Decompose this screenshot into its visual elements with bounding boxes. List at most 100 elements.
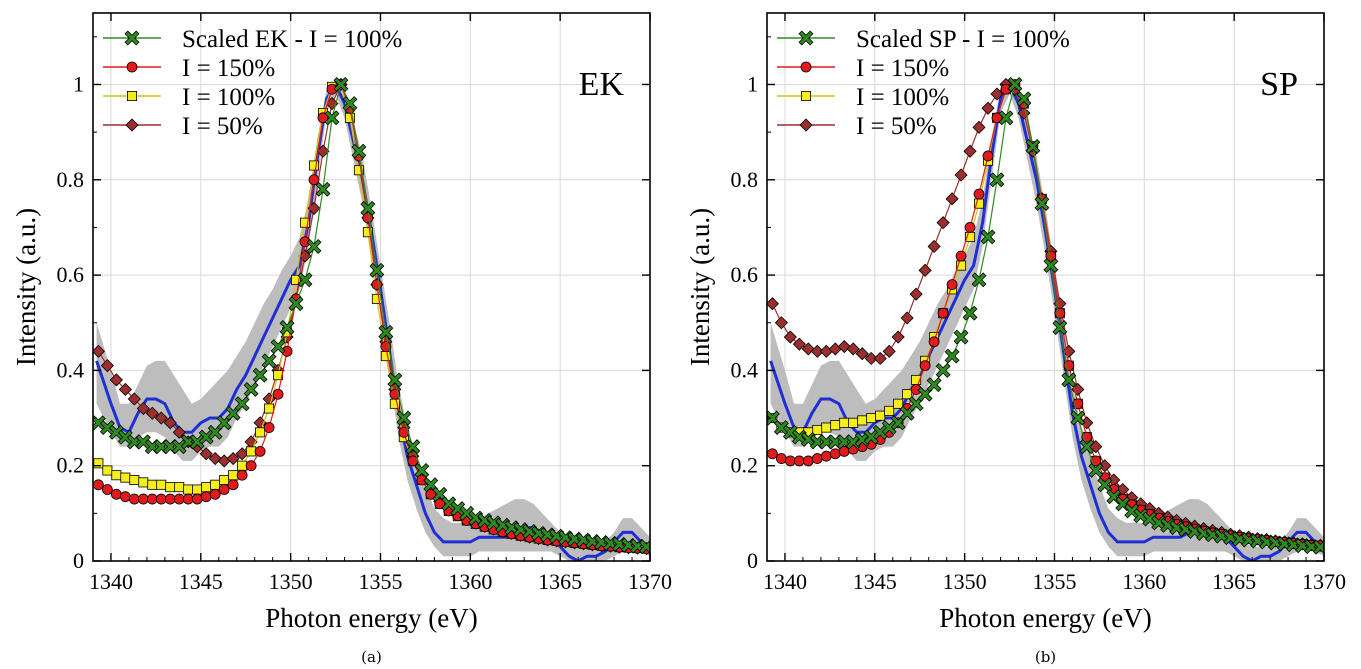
data-point <box>864 351 878 366</box>
data-point <box>936 216 950 230</box>
data-point <box>192 484 203 495</box>
data-point <box>136 401 150 416</box>
data-point <box>93 458 104 469</box>
data-point <box>298 273 312 287</box>
data-point <box>174 482 185 493</box>
y-tick-label: 0.6 <box>731 262 759 287</box>
y-tick-label: 0.2 <box>57 453 85 478</box>
series-line <box>771 83 1321 548</box>
data-point <box>101 484 113 495</box>
plot-frame <box>92 12 651 562</box>
series-2 <box>767 79 1324 551</box>
data-point <box>963 306 977 320</box>
x-tick-label: 1345 <box>853 569 897 594</box>
data-point <box>316 182 330 196</box>
data-point <box>129 474 140 485</box>
series-line <box>771 83 1321 546</box>
data-point <box>289 297 303 310</box>
data-point <box>217 416 231 430</box>
legend-label: I = 50% <box>182 113 263 140</box>
data-point <box>291 274 302 285</box>
series-3 <box>767 77 1324 552</box>
data-point <box>380 351 391 362</box>
series-0 <box>93 77 650 555</box>
data-point <box>388 373 402 387</box>
y-tick-label: 0.8 <box>731 167 759 192</box>
data-point <box>199 447 213 461</box>
y-tick-label: 0.8 <box>57 167 85 192</box>
y-tick-label: 0 <box>73 548 84 573</box>
x-tick-label: 1340 <box>763 569 807 594</box>
data-point <box>999 111 1013 125</box>
data-point <box>981 230 995 244</box>
data-point <box>442 497 456 511</box>
data-point <box>793 455 805 467</box>
data-point <box>774 316 788 330</box>
data-point <box>919 360 931 372</box>
legend-label: I = 50% <box>856 113 937 140</box>
data-point <box>210 479 221 490</box>
data-point <box>181 435 195 449</box>
data-point <box>182 493 194 505</box>
data-point <box>972 273 986 287</box>
data-point <box>218 484 230 495</box>
data-point <box>145 406 159 420</box>
data-point <box>128 493 140 505</box>
y-tick-label: 0.4 <box>731 357 759 382</box>
data-point <box>1071 411 1085 425</box>
data-point <box>991 112 1003 124</box>
experiment-line <box>769 81 1324 561</box>
legend: Scaled EK - I = 100%I = 150%I = 100%I = … <box>103 26 402 140</box>
data-point <box>379 325 393 339</box>
x-tick-label: 1365 <box>538 569 582 594</box>
data-point <box>245 460 257 472</box>
series-1 <box>767 79 1324 552</box>
y-tick-label: 1 <box>747 71 758 96</box>
data-point <box>1035 197 1049 210</box>
data-point <box>272 388 284 400</box>
data-point <box>891 416 905 430</box>
data-point <box>1017 92 1031 106</box>
data-point <box>801 342 815 356</box>
data-point <box>873 426 887 439</box>
data-point <box>317 112 329 124</box>
grid <box>93 13 651 562</box>
data-point <box>217 454 231 468</box>
data-point <box>111 470 122 481</box>
x-tick-label: 1340 <box>89 569 133 594</box>
data-point <box>936 364 950 377</box>
data-point <box>183 484 194 495</box>
legend-label: I = 100% <box>856 84 949 111</box>
data-point <box>199 430 213 444</box>
legend-marker <box>799 31 813 45</box>
data-point <box>100 359 114 373</box>
data-point <box>118 382 132 397</box>
data-point <box>828 435 842 449</box>
data-point <box>155 493 167 505</box>
data-point <box>784 455 796 467</box>
data-point <box>981 101 995 115</box>
data-point <box>172 425 186 439</box>
data-point <box>837 435 851 449</box>
plot-frame <box>766 12 1325 562</box>
data-point <box>1098 478 1112 492</box>
data-point <box>209 488 221 500</box>
data-point <box>235 397 249 411</box>
data-point <box>893 398 904 409</box>
series-line <box>771 83 1321 547</box>
data-point <box>147 479 158 490</box>
data-point <box>119 491 131 503</box>
x-tick-label: 1370 <box>1302 569 1346 594</box>
data-point <box>928 336 940 348</box>
data-point <box>819 435 833 449</box>
data-point <box>424 478 438 492</box>
data-point <box>156 479 167 490</box>
legend-marker <box>127 91 138 102</box>
data-point <box>191 493 203 505</box>
data-point <box>775 453 787 464</box>
data-point <box>397 411 411 425</box>
data-point <box>173 493 185 505</box>
data-point <box>891 330 905 344</box>
data-point <box>882 421 896 434</box>
